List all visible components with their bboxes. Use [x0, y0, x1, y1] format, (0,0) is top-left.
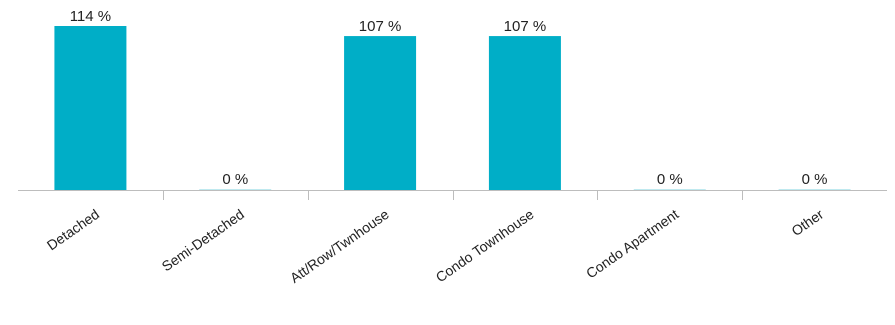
bars-layer	[54, 26, 851, 190]
category-label: Detached	[44, 206, 102, 253]
bar-condo-townhouse	[488, 36, 561, 190]
value-label: 0 %	[802, 171, 828, 188]
value-label: 0 %	[222, 171, 248, 188]
category-label: Semi-Detached	[159, 206, 247, 274]
bar-att-row-twnhouse	[344, 36, 417, 190]
bar-detached	[54, 26, 127, 190]
value-label: 107 %	[504, 18, 547, 35]
category-label: Condo Townhouse	[433, 206, 537, 286]
value-label: 114 %	[70, 8, 111, 25]
category-label: Other	[788, 206, 826, 239]
category-labels-layer: Detached Semi-Detached Att/Row/Twnhouse Con…	[44, 206, 827, 286]
value-label: 107 %	[359, 18, 402, 35]
value-label: 0 %	[657, 171, 683, 188]
category-label: Condo Apartment	[583, 206, 682, 282]
category-label: Att/Row/Twnhouse	[287, 206, 392, 286]
bar-other	[778, 189, 851, 190]
value-labels-layer: 114 % 0 % 107 % 107 % 0 % 0 %	[70, 8, 828, 188]
x-axis	[18, 190, 887, 200]
bar-condo-apartment	[633, 189, 706, 190]
bar-semi-detached	[199, 189, 272, 190]
